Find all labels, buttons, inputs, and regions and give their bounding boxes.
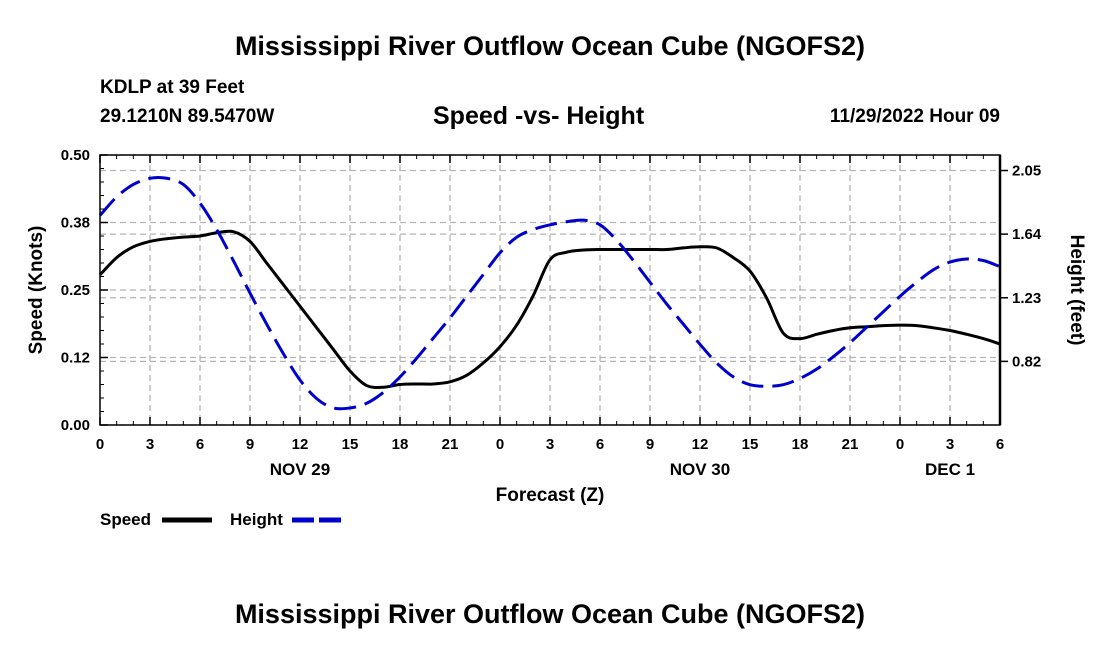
chart-axis-labels: 0 3 6 9 12 15 18 21 0 3 6 9 12 15 18 21 0 3 6 NOV 29 NOV 30 D… — [26, 147, 1087, 506]
x-tick-label: 12 — [692, 436, 709, 453]
x-tick-label: 3 — [146, 436, 154, 453]
chart-series — [98, 176, 1001, 411]
x-tick-label: 6 — [196, 436, 204, 453]
x-axis-title: Forecast (Z) — [496, 485, 605, 506]
series-line-height — [98, 176, 1001, 411]
x-tick-label: 3 — [546, 436, 554, 453]
series-line-speed — [98, 229, 1001, 389]
x-date-label: DEC 1 — [925, 460, 975, 479]
x-tick-label: 15 — [342, 436, 359, 453]
y-left-tick-label: 0.38 — [61, 215, 90, 232]
x-tick-label: 9 — [246, 436, 254, 453]
chart-axes — [99, 154, 1008, 426]
x-date-label: NOV 30 — [670, 460, 730, 479]
station-coordinates: 29.1210N 89.5470W — [100, 106, 275, 127]
station-label: KDLP at 39 Feet — [100, 77, 245, 98]
chart-subtitle: Speed -vs- Height — [433, 102, 645, 130]
y-left-tick-label: 0.25 — [61, 282, 90, 299]
x-tick-label: 9 — [646, 436, 654, 453]
y-left-tick-label: 0.00 — [61, 417, 90, 434]
y-left-tick-label: 0.12 — [61, 350, 90, 367]
y-right-tick-label: 2.05 — [1012, 163, 1041, 180]
x-tick-label: 0 — [496, 436, 504, 453]
chart-grid — [100, 154, 1000, 426]
x-tick-label: 18 — [792, 436, 809, 453]
x-tick-label: 12 — [292, 436, 309, 453]
chart-title: Mississippi River Outflow Ocean Cube (NG… — [234, 31, 866, 61]
y-left-axis-title: Speed (Knots) — [26, 226, 47, 355]
y-right-tick-label: 1.23 — [1012, 290, 1041, 307]
chart-title-repeat: Mississippi River Outflow Ocean Cube (NG… — [234, 599, 866, 629]
x-tick-label: 15 — [742, 436, 759, 453]
y-left-tick-label: 0.50 — [61, 147, 90, 164]
y-right-tick-label: 0.82 — [1012, 353, 1041, 370]
x-date-label: NOV 29 — [270, 460, 330, 479]
x-tick-label: 6 — [596, 436, 604, 453]
x-tick-label: 6 — [996, 436, 1004, 453]
y-right-axis-title: Height (feet) — [1066, 235, 1087, 346]
x-tick-label: 0 — [96, 436, 104, 453]
forecast-datetime: 11/29/2022 Hour 09 — [829, 106, 1000, 127]
x-tick-label: 21 — [842, 436, 859, 453]
legend-label-speed: Speed — [100, 510, 152, 529]
x-tick-label: 3 — [946, 436, 954, 453]
x-tick-label: 21 — [442, 436, 459, 453]
x-tick-label: 0 — [896, 436, 904, 453]
legend-label-height: Height — [230, 510, 283, 529]
x-tick-label: 18 — [392, 436, 409, 453]
y-right-tick-label: 1.64 — [1012, 226, 1042, 243]
